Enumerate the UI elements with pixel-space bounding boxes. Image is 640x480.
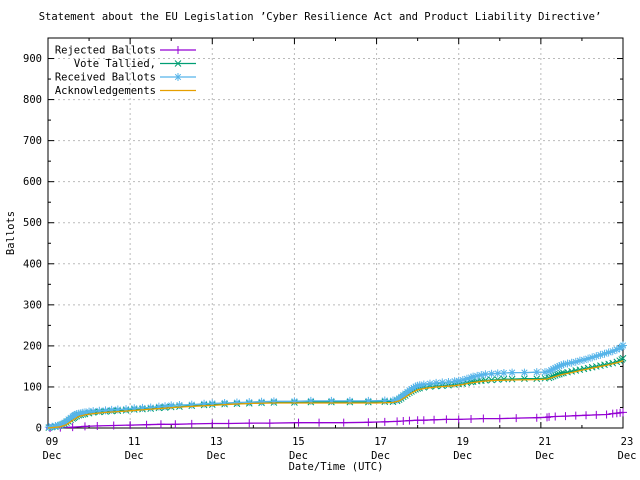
x-tick-sublabel: Dec	[618, 450, 637, 462]
y-tick-label: 800	[23, 94, 42, 106]
legend-marker-asterisk	[174, 73, 182, 81]
x-tick-label: 09	[46, 436, 59, 448]
x-tick-label: 17	[374, 436, 387, 448]
grid	[48, 38, 623, 428]
y-tick-label: 0	[36, 423, 42, 435]
y-tick-label: 700	[23, 135, 42, 147]
x-tick-sublabel: Dec	[207, 450, 226, 462]
legend-marker-plus	[174, 46, 182, 54]
legend-label-received-ballots: Received Ballots	[55, 72, 156, 84]
series-line	[47, 360, 624, 429]
x-tick-sublabel: Dec	[289, 450, 308, 462]
y-tick-label: 600	[23, 176, 42, 188]
x-tick-label: 15	[292, 436, 305, 448]
chart-title: Statement about the EU Legislation ’Cybe…	[38, 11, 602, 23]
x-tick-sublabel: Dec	[453, 450, 472, 462]
x-tick-sublabel: Dec	[535, 450, 554, 462]
x-axis-label: Date/Time (UTC)	[288, 461, 384, 473]
x-tick-label: 19	[456, 436, 469, 448]
tick-labels: 0 100 200 300 400 500 600 700 800 900 09 Dec 11 Dec 13…	[23, 53, 636, 462]
legend-label-rejected-ballots: Rejected Ballots	[55, 45, 156, 57]
y-tick-label: 900	[23, 53, 42, 65]
x-tick-sublabel: Dec	[125, 450, 144, 462]
x-tick-label: 23	[621, 436, 634, 448]
y-tick-label: 200	[23, 340, 42, 352]
y-tick-label: 400	[23, 258, 42, 270]
x-tick-label: 13	[210, 436, 223, 448]
x-tick-sublabel: Dec	[371, 450, 390, 462]
x-tick-sublabel: Dec	[43, 450, 62, 462]
y-tick-label: 100	[23, 381, 42, 393]
x-tick-label: 11	[128, 436, 141, 448]
series-vote-tallied	[45, 354, 627, 431]
series-markers	[44, 341, 627, 432]
y-tick-label: 500	[23, 217, 42, 229]
x-tick-label: 21	[539, 436, 552, 448]
legend-label-vote-tallied: Vote Tallied,	[74, 58, 156, 70]
legend-label-acknowledgements: Acknowledgements	[55, 85, 156, 97]
series-acknowledgements	[47, 360, 624, 429]
legend-marker-cross	[174, 60, 182, 67]
series-received-ballots	[44, 341, 627, 432]
y-tick-label: 300	[23, 299, 42, 311]
series-markers	[45, 354, 627, 431]
